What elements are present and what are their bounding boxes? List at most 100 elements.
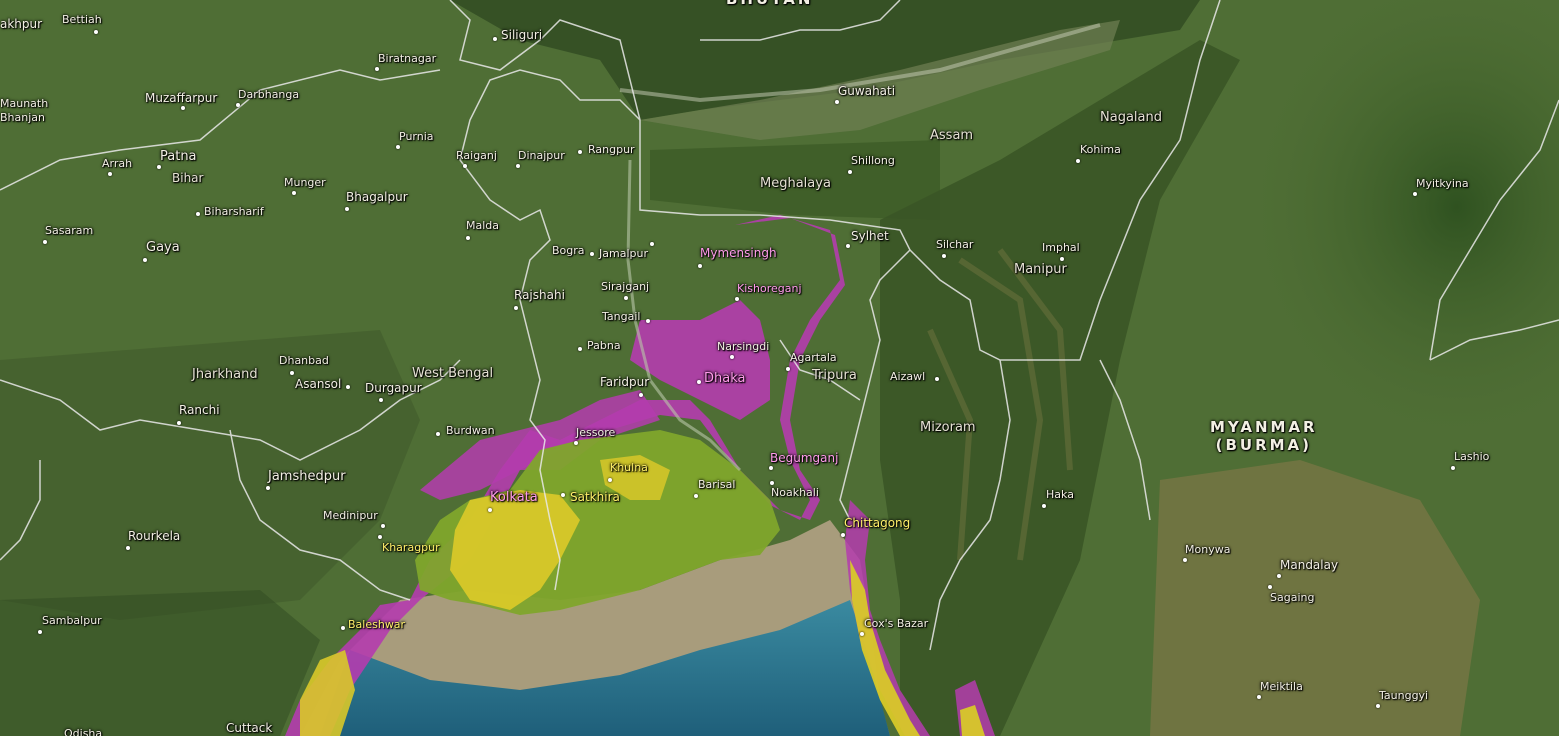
region-label-jharkhand: Jharkhand (192, 367, 258, 382)
city-label-kolkata: Kolkata (490, 490, 538, 505)
city-dot-sirajganj (624, 296, 628, 300)
city-label-rajshahi: Rajshahi (514, 288, 565, 302)
city-label-satkhira: Satkhira (570, 490, 620, 504)
country-label-bhutan: BHUTAN (726, 0, 813, 8)
city-label-baleshwar: Baleshwar (348, 618, 406, 631)
city-dot-silchar (942, 254, 946, 258)
city-dot-aizawl (935, 377, 939, 381)
city-dot-bettiah (94, 30, 98, 34)
city-label-taunggyi: Taunggyi (1379, 689, 1429, 702)
city-label-biratnagar: Biratnagar (378, 52, 437, 65)
region-label-west-bengal: West Bengal (412, 366, 494, 381)
city-label-pabna: Pabna (587, 339, 621, 352)
city-dot-arrah (108, 172, 112, 176)
city-dot-kolkata (488, 508, 492, 512)
city-dot-chittagong (841, 533, 845, 537)
city-label-asansol: Asansol (295, 377, 342, 391)
west-hills (0, 590, 320, 736)
city-dot-taunggyi (1376, 704, 1380, 708)
city-dot-sasaram (43, 240, 47, 244)
region-label-nagaland: Nagaland (1100, 110, 1162, 125)
city-dot-medinipur (381, 524, 385, 528)
city-label-rangpur: Rangpur (588, 143, 635, 156)
himalaya-foothills (450, 0, 1200, 120)
city-label-mandalay: Mandalay (1280, 558, 1339, 572)
city-dot-kohima (1076, 159, 1080, 163)
city-label-muzaffarpur: Muzaffarpur (145, 91, 218, 105)
city-label-purnia: Purnia (399, 130, 434, 143)
city-dot-lashio (1451, 466, 1455, 470)
city-dot-dhaka (697, 380, 701, 384)
city-dot-darbhanga (236, 103, 240, 107)
city-dot-durgapur (379, 398, 383, 402)
city-label-sylhet: Sylhet (851, 229, 889, 243)
city-dot-imphal (1060, 257, 1064, 261)
city-label-cuttack: Cuttack (226, 721, 273, 735)
bay-of-bengal (320, 600, 890, 736)
city-label-malda: Malda (466, 219, 500, 232)
city-dot-asansol (346, 385, 350, 389)
flood-deep-west (420, 390, 660, 500)
city-dot-agartala (786, 367, 790, 371)
city-dot-munger (292, 191, 296, 195)
city-label-bogra: Bogra (552, 244, 585, 257)
city-dot-malda (466, 236, 470, 240)
city-label-aizawl: Aizawl (890, 370, 926, 383)
city-label-sasaram: Sasaram (45, 224, 94, 237)
flood-shallow-yellow-coast (850, 560, 920, 736)
city-label-khulna: Khulna (610, 461, 648, 474)
city-label-siliguri: Siliguri (501, 28, 543, 42)
city-label-barisal: Barisal (698, 478, 736, 491)
city-label-raiganj: Raiganj (456, 149, 497, 162)
city-dot-ranchi (177, 421, 181, 425)
city-label-gorakhpur: akhpur (0, 17, 43, 31)
city-label-lashio: Lashio (1454, 450, 1490, 463)
city-dot-rajshahi (514, 306, 518, 310)
city-label-meiktila: Meiktila (1260, 680, 1303, 693)
city-label-chittagong: Chittagong (844, 516, 911, 530)
region-label-meghalaya: Meghalaya (760, 176, 831, 191)
region-label-bihar: Bihar (172, 171, 204, 185)
city-label-darbhanga: Darbhanga (238, 88, 300, 101)
river-ganges-padma (626, 159, 742, 472)
city-label-medinipur: Medinipur (323, 509, 378, 522)
city-dot-raiganj (463, 164, 467, 168)
city-label-biharsharif: Biharsharif (204, 205, 264, 218)
city-label-odisha: Odisha (64, 727, 103, 736)
city-label-durgapur: Durgapur (365, 381, 422, 395)
city-label-kohima: Kohima (1080, 143, 1121, 156)
city-label-mymensingh: Mymensingh (700, 246, 777, 260)
city-dot-biharsharif (196, 212, 200, 216)
city-label-maunath-line1: Maunath (0, 97, 49, 110)
river-brahmaputra (619, 23, 1101, 103)
city-label-narsingdi: Narsingdi (717, 340, 770, 353)
city-label-begumganj: Begumganj (770, 451, 839, 465)
city-dot-mandalay (1277, 574, 1281, 578)
city-dot-rangpur (578, 150, 582, 154)
country-label-myanmar: MYANMAR (BURMA) (1210, 418, 1318, 454)
city-dot-biratnagar (375, 67, 379, 71)
city-dot-satkhira (561, 493, 565, 497)
flood-shallow-yellow-east (600, 455, 670, 500)
city-dot-khulna (608, 478, 612, 482)
city-label-monywa: Monywa (1185, 543, 1231, 556)
city-dot-dhanbad (290, 371, 294, 375)
flood-shallow-yellow-far (960, 705, 985, 736)
flood-shallow-yellow-odisha (300, 650, 355, 736)
city-label-dhaka: Dhaka (704, 371, 746, 386)
admin-borders (0, 0, 1559, 651)
city-dot-siliguri (493, 37, 497, 41)
myanmar-line1: MYANMAR (1210, 418, 1318, 436)
city-label-sambalpur: Sambalpur (42, 614, 102, 627)
city-dot-haka (1042, 504, 1046, 508)
city-label-guwahati: Guwahati (838, 84, 896, 98)
city-label-kishoreganj: Kishoreganj (737, 282, 802, 295)
city-label-bhagalpur: Bhagalpur (346, 190, 408, 204)
city-dot-tangail (646, 319, 650, 323)
city-label-sagaing: Sagaing (1270, 591, 1315, 604)
city-label-tangail: Tangail (602, 310, 641, 323)
city-dot-pabna (578, 347, 582, 351)
city-dot-patna (157, 165, 161, 169)
city-dot-dinajpur (516, 164, 520, 168)
